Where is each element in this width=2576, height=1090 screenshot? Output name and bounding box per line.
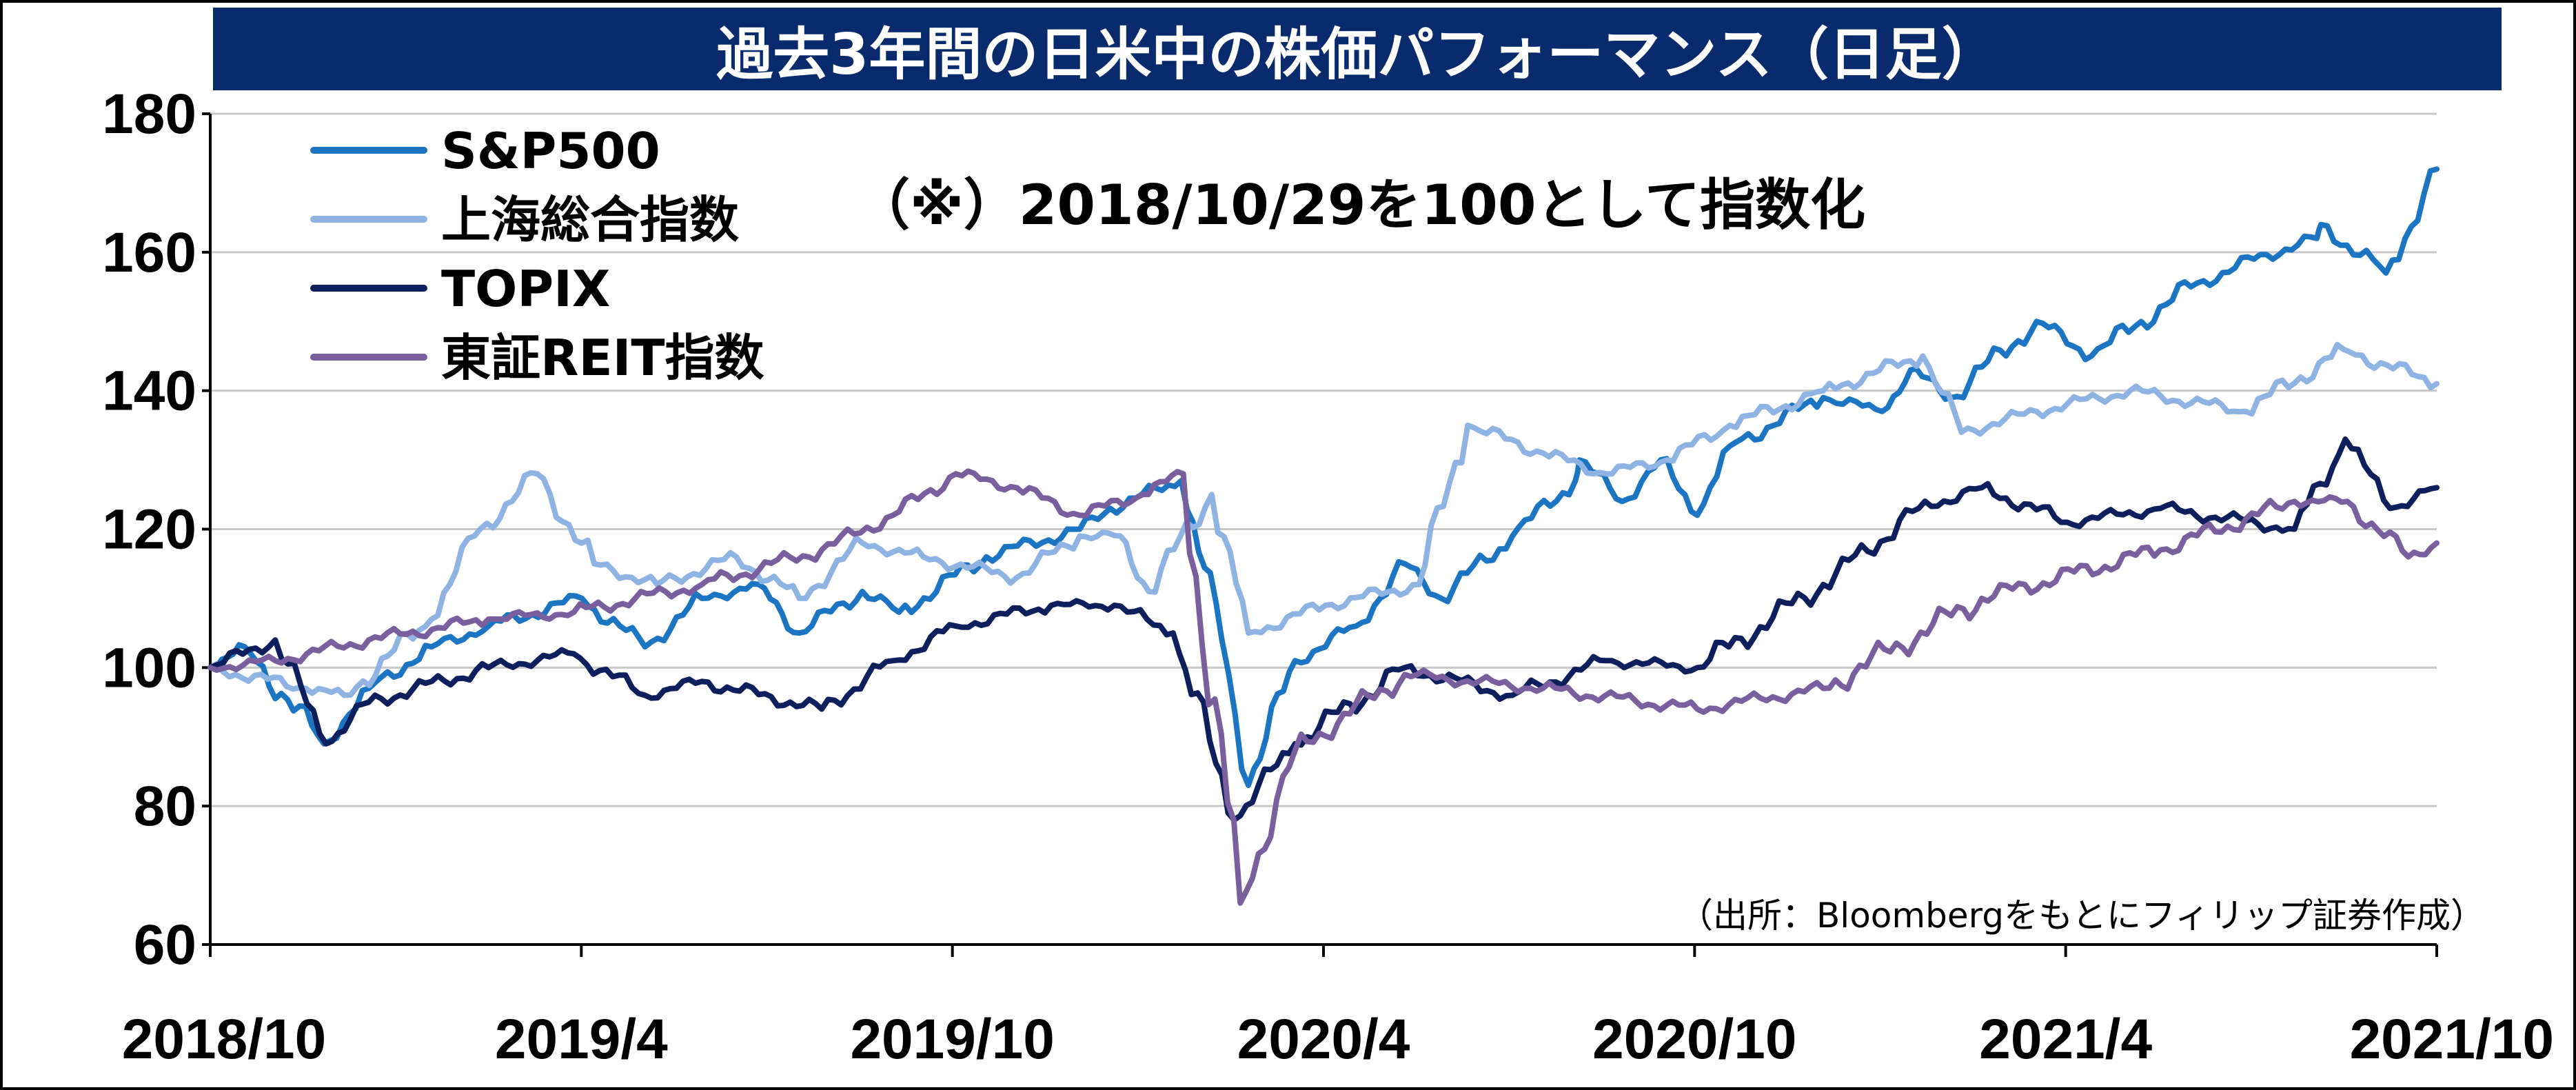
- y-tick-label-80: 80: [134, 775, 196, 838]
- y-tick-label-60: 60: [134, 914, 196, 976]
- x-tick-label-3: 2020/4: [1237, 1008, 1410, 1071]
- gridlines: [210, 112, 2437, 807]
- legend-label-2: TOPIX: [441, 260, 610, 318]
- y-tick-label-180: 180: [102, 83, 196, 145]
- series-line-1: [207, 341, 2440, 698]
- axes: [202, 112, 2438, 957]
- legend-label-1: 上海総合指数: [441, 191, 739, 249]
- title-bar: 過去3年間の日米中の株価パフォーマンス（日足）: [213, 8, 2502, 90]
- y-tick-label-160: 160: [102, 221, 196, 284]
- legend-label-3: 東証REIT指数: [441, 329, 764, 387]
- chart-title: 過去3年間の日米中の株価パフォーマンス（日足）: [716, 21, 1998, 88]
- legend-label-0: S&P500: [441, 122, 660, 180]
- x-tick-label-6: 2021/10: [2350, 1008, 2554, 1071]
- legend: S&P500 上海総合指数 TOPIX 東証REIT指数: [310, 122, 764, 387]
- x-tick-label-4: 2020/10: [1592, 1008, 1796, 1071]
- series-lines: [207, 166, 2440, 906]
- x-tick-label-1: 2019/4: [495, 1008, 668, 1071]
- series-line-0: [207, 166, 2440, 788]
- x-tick-label-2: 2019/10: [850, 1008, 1054, 1071]
- x-tick-label-5: 2021/4: [1979, 1008, 2152, 1071]
- series-line-2: [207, 436, 2440, 823]
- series-line-3: [207, 468, 2440, 906]
- x-tick-label-0: 2018/10: [122, 1008, 326, 1071]
- y-tick-label-100: 100: [102, 636, 196, 699]
- x-axis-ticks: 2018/10 2019/4 2019/10 2020/4 2020/10 2021/4 2…: [122, 1008, 2554, 1071]
- source-note: （出所：Bloombergをもとにフィリップ証券作成）: [1679, 896, 2485, 936]
- y-tick-label-120: 120: [102, 498, 196, 561]
- y-tick-label-140: 140: [102, 360, 196, 423]
- y-axis-ticks: 60 80 100 120 140 160 180: [102, 83, 196, 976]
- chart-annotation: （※）2018/10/29を100として指数化: [855, 173, 1865, 237]
